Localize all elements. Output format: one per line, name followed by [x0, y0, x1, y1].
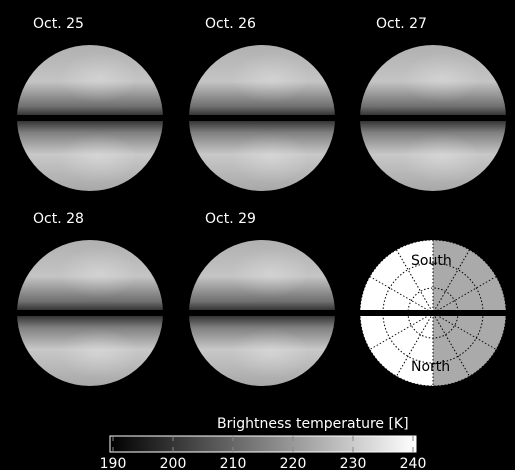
disk-highlight	[55, 248, 135, 298]
colorbar-tick-label: 240	[400, 456, 427, 470]
disk-highlight	[55, 133, 135, 183]
panel-label: Oct. 27	[376, 16, 427, 32]
disk-highlight	[55, 328, 135, 378]
disk-highlight	[398, 53, 478, 103]
colorbar-tick-label: 190	[100, 456, 127, 470]
equator-band	[187, 310, 337, 316]
panel-label: Oct. 28	[33, 211, 84, 227]
diagram-north: North	[411, 359, 450, 375]
disk-highlight	[227, 53, 307, 103]
colorbar	[109, 435, 417, 453]
disk-highlight	[227, 133, 307, 183]
panel-label: Oct. 25	[33, 16, 84, 32]
equator-band	[358, 310, 508, 316]
equator-band	[187, 115, 337, 121]
colorbar-tick-label: 220	[280, 456, 307, 470]
equator-band	[15, 115, 165, 121]
equator-band	[15, 310, 165, 316]
colorbar-tick-label: 210	[220, 456, 247, 470]
panel-label: Oct. 26	[205, 16, 256, 32]
panel-label: Oct. 29	[205, 211, 256, 227]
colorbar-tick-label: 200	[160, 456, 187, 470]
diagram-south: South	[411, 253, 452, 269]
disk-highlight	[227, 248, 307, 298]
disk-highlight	[55, 53, 135, 103]
colorbar-title: Brightness temperature [K]	[217, 416, 409, 432]
colorbar-tick-label: 230	[340, 456, 367, 470]
disk-highlight	[398, 133, 478, 183]
equator-band	[358, 115, 508, 121]
disk-highlight	[227, 328, 307, 378]
